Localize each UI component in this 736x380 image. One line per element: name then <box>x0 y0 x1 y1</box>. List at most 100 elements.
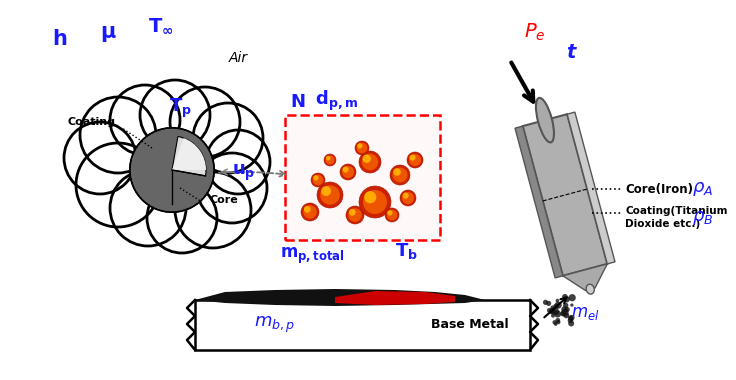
Text: Base Metal: Base Metal <box>431 318 509 331</box>
Circle shape <box>565 307 570 312</box>
Circle shape <box>304 206 311 213</box>
Circle shape <box>403 193 408 199</box>
Circle shape <box>363 155 371 163</box>
Circle shape <box>311 173 325 187</box>
Circle shape <box>568 315 573 321</box>
Text: Dioxide etc.): Dioxide etc.) <box>625 219 701 229</box>
Circle shape <box>390 165 410 185</box>
Circle shape <box>313 175 323 185</box>
Circle shape <box>563 303 568 308</box>
Circle shape <box>549 308 556 315</box>
Polygon shape <box>567 112 615 264</box>
Circle shape <box>407 152 423 168</box>
Circle shape <box>362 154 378 170</box>
Bar <box>195 300 530 350</box>
Text: $\mathbf{T_{\infty}}$: $\mathbf{T_{\infty}}$ <box>148 17 174 36</box>
Circle shape <box>554 322 557 326</box>
Circle shape <box>193 103 263 173</box>
Circle shape <box>76 143 160 227</box>
Text: $\mathbf{h}$: $\mathbf{h}$ <box>52 29 67 49</box>
Text: $\mathbf{T_p}$: $\mathbf{T_p}$ <box>169 97 191 120</box>
Circle shape <box>317 182 343 208</box>
Circle shape <box>562 306 567 313</box>
Circle shape <box>553 304 559 309</box>
Circle shape <box>359 186 391 218</box>
Circle shape <box>555 302 562 309</box>
Circle shape <box>543 300 548 305</box>
Text: $\mathbf{T_b}$: $\mathbf{T_b}$ <box>395 241 418 261</box>
Circle shape <box>110 85 180 155</box>
Text: $\mathbf{u_p}$: $\mathbf{u_p}$ <box>233 163 255 183</box>
Circle shape <box>563 296 570 302</box>
Circle shape <box>342 166 349 173</box>
Circle shape <box>556 318 560 323</box>
Polygon shape <box>195 289 485 306</box>
Polygon shape <box>335 291 455 305</box>
Circle shape <box>393 168 401 176</box>
Circle shape <box>556 299 559 302</box>
Circle shape <box>314 175 319 180</box>
Circle shape <box>80 97 156 173</box>
Text: Core: Core <box>210 195 238 205</box>
Circle shape <box>570 303 573 307</box>
Circle shape <box>547 308 552 313</box>
Circle shape <box>170 87 240 157</box>
Text: Coating(Titanium: Coating(Titanium <box>625 206 728 216</box>
Circle shape <box>400 190 416 206</box>
Circle shape <box>562 294 567 300</box>
Wedge shape <box>172 138 206 170</box>
Circle shape <box>568 320 574 326</box>
Circle shape <box>110 170 186 246</box>
Text: $\mathbf{\mu}$: $\mathbf{\mu}$ <box>100 24 117 44</box>
Bar <box>285 115 440 240</box>
Circle shape <box>324 154 336 166</box>
Circle shape <box>569 315 575 321</box>
Circle shape <box>175 172 251 248</box>
Polygon shape <box>515 126 563 278</box>
Circle shape <box>552 308 559 315</box>
Text: $\boldsymbol{t}$: $\boldsymbol{t}$ <box>566 43 578 62</box>
Circle shape <box>546 301 551 306</box>
Circle shape <box>206 130 270 194</box>
Circle shape <box>320 185 340 205</box>
Circle shape <box>130 128 214 212</box>
Circle shape <box>551 306 555 310</box>
Circle shape <box>563 312 569 318</box>
Circle shape <box>567 318 573 323</box>
Circle shape <box>346 206 364 224</box>
Circle shape <box>325 155 334 165</box>
Circle shape <box>301 203 319 221</box>
Circle shape <box>549 309 554 314</box>
Circle shape <box>321 186 331 196</box>
Circle shape <box>340 164 356 180</box>
Circle shape <box>386 210 397 220</box>
Text: Air: Air <box>228 51 247 65</box>
Circle shape <box>83 77 253 247</box>
Circle shape <box>326 156 330 160</box>
Circle shape <box>359 151 381 173</box>
Polygon shape <box>563 264 607 290</box>
Circle shape <box>357 143 367 153</box>
Circle shape <box>364 191 376 203</box>
Text: $\mathbf{m_{p,total}}$: $\mathbf{m_{p,total}}$ <box>280 246 344 266</box>
Text: $\boldsymbol{m_{el}}$: $\boldsymbol{m_{el}}$ <box>571 304 600 322</box>
Circle shape <box>140 80 210 150</box>
Text: Core(Iron): Core(Iron) <box>625 182 693 196</box>
Circle shape <box>147 183 217 253</box>
Ellipse shape <box>536 98 554 142</box>
Text: $\mathbf{d_{p,m}}$: $\mathbf{d_{p,m}}$ <box>315 89 358 113</box>
Circle shape <box>349 209 355 216</box>
Circle shape <box>560 311 565 317</box>
Circle shape <box>569 294 576 301</box>
Circle shape <box>363 190 387 214</box>
Wedge shape <box>172 136 206 176</box>
Circle shape <box>551 314 555 318</box>
Circle shape <box>385 208 399 222</box>
Text: $\boldsymbol{P_e}$: $\boldsymbol{P_e}$ <box>524 22 545 43</box>
Circle shape <box>409 154 421 166</box>
Circle shape <box>392 168 408 182</box>
Circle shape <box>409 155 416 161</box>
Ellipse shape <box>586 284 594 294</box>
Circle shape <box>357 143 363 149</box>
Circle shape <box>303 205 316 219</box>
